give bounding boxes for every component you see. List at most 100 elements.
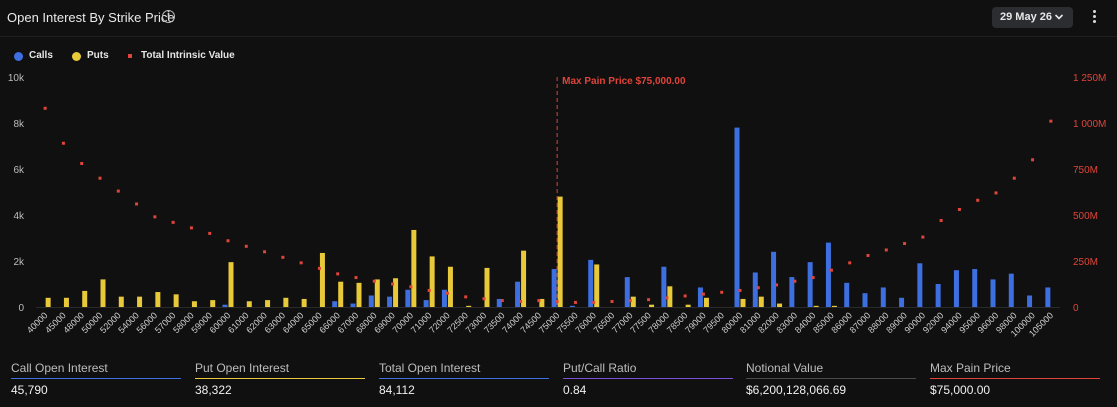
put-bar — [813, 305, 819, 307]
intrinsic-value-point — [263, 250, 267, 254]
put-bar — [283, 297, 289, 307]
call-bar — [222, 304, 228, 307]
y-tick-label-left: 4k — [13, 211, 25, 222]
stat-underline — [563, 378, 733, 379]
intrinsic-value-point — [226, 239, 230, 243]
intrinsic-value-point — [738, 288, 742, 292]
put-bar — [63, 297, 69, 307]
call-bar — [368, 295, 374, 307]
put-bar — [758, 296, 764, 307]
expiry-date-dropdown[interactable]: 29 May 26 — [992, 7, 1073, 28]
call-bar — [734, 127, 740, 307]
intrinsic-value-point — [976, 198, 980, 202]
intrinsic-value-point — [756, 286, 760, 290]
intrinsic-value-point — [866, 253, 870, 257]
intrinsic-value-point — [775, 283, 779, 287]
intrinsic-value-point — [171, 220, 175, 224]
call-bar — [441, 289, 447, 307]
stat-label: Max Pain Price — [930, 361, 1011, 375]
put-bar — [831, 305, 837, 307]
header: Open Interest By Strike Price i 29 May 2… — [0, 0, 1117, 37]
stat-label: Put Open Interest — [195, 361, 290, 375]
call-bar — [1008, 273, 1014, 307]
y-tick-label-left: 10k — [8, 73, 25, 84]
put-bar — [429, 256, 435, 307]
legend-label-calls: Calls — [29, 50, 53, 61]
intrinsic-value-point — [299, 261, 303, 265]
intrinsic-value-point — [1012, 176, 1016, 180]
stat-label: Put/Call Ratio — [563, 361, 637, 375]
call-bar — [661, 266, 667, 307]
chevron-down-icon — [1054, 14, 1064, 20]
put-bar — [557, 196, 563, 307]
call-bar — [990, 279, 996, 307]
kebab-menu-icon[interactable] — [1088, 8, 1100, 28]
put-bar — [374, 279, 380, 307]
call-bar — [935, 284, 941, 307]
y-tick-label-right: 0 — [1073, 303, 1079, 314]
y-tick-label-right: 1 250M — [1073, 73, 1106, 84]
call-bar — [1027, 295, 1033, 307]
put-bar — [319, 252, 325, 307]
put-bar — [82, 290, 88, 307]
stat-notional-value: Notional Value $6,200,128,066.69 — [746, 355, 916, 405]
put-bar — [210, 300, 216, 307]
intrinsic-value-point — [592, 300, 596, 304]
call-bar — [387, 296, 393, 307]
stat-put-call-ratio: Put/Call Ratio 0.84 — [563, 355, 733, 405]
intrinsic-value-point — [98, 176, 102, 180]
intrinsic-value-point — [701, 292, 705, 296]
intrinsic-value-point — [665, 296, 669, 300]
intrinsic-value-point — [372, 279, 376, 283]
intrinsic-value-point — [957, 207, 961, 211]
put-bar — [338, 281, 344, 307]
put-bar — [667, 286, 673, 307]
intrinsic-value-point — [1049, 119, 1053, 123]
call-bar — [862, 293, 868, 307]
intrinsic-value-point — [336, 272, 340, 276]
intrinsic-value-point — [921, 235, 925, 239]
stat-total-open-interest: Total Open Interest 84,112 — [379, 355, 549, 405]
calls-legend-dot — [14, 52, 23, 61]
intrinsic-value-point — [720, 290, 724, 294]
intrinsic-value-point — [354, 276, 358, 280]
call-bar — [789, 277, 795, 307]
call-bar — [588, 259, 594, 307]
stat-put-open-interest: Put Open Interest 38,322 — [195, 355, 365, 405]
intrinsic-value-point — [610, 299, 614, 303]
intrinsic-value-point — [391, 282, 395, 286]
intrinsic-value-point — [573, 300, 577, 304]
call-bar — [551, 269, 557, 307]
intrinsic-value-point — [427, 288, 431, 292]
put-bar — [173, 294, 179, 307]
call-bar — [844, 282, 850, 307]
info-icon[interactable]: i — [162, 10, 175, 23]
intrinsic-value-point — [208, 231, 212, 235]
call-bar — [771, 251, 777, 307]
y-tick-label-left: 2k — [13, 257, 25, 268]
stat-value: $75,000.00 — [930, 383, 991, 397]
intrinsic-value-point — [153, 215, 157, 219]
page-title: Open Interest By Strike Price — [7, 10, 175, 25]
y-tick-label-right: 750M — [1073, 165, 1098, 176]
intrinsic-value-point — [793, 279, 797, 283]
put-bar — [484, 267, 490, 307]
stat-underline — [746, 378, 916, 379]
y-tick-label-left: 8k — [13, 119, 25, 130]
intrinsic-value-point — [647, 298, 651, 302]
intrinsic-value-point — [628, 299, 632, 303]
intrinsic-value-point — [884, 248, 888, 252]
intrinsic-value-point — [537, 299, 541, 303]
call-bar — [515, 281, 521, 307]
stat-call-open-interest: Call Open Interest 45,790 — [11, 355, 181, 405]
put-bar — [301, 298, 307, 307]
intrinsic-value-point — [281, 255, 285, 259]
intrinsic-value-point — [409, 285, 413, 289]
expiry-date-value: 29 May 26 — [1000, 11, 1052, 23]
put-bar — [630, 296, 636, 307]
stat-underline — [930, 378, 1100, 379]
put-bar — [45, 297, 51, 307]
put-bar — [777, 303, 783, 307]
stat-max-pain-price: Max Pain Price $75,000.00 — [930, 355, 1100, 405]
